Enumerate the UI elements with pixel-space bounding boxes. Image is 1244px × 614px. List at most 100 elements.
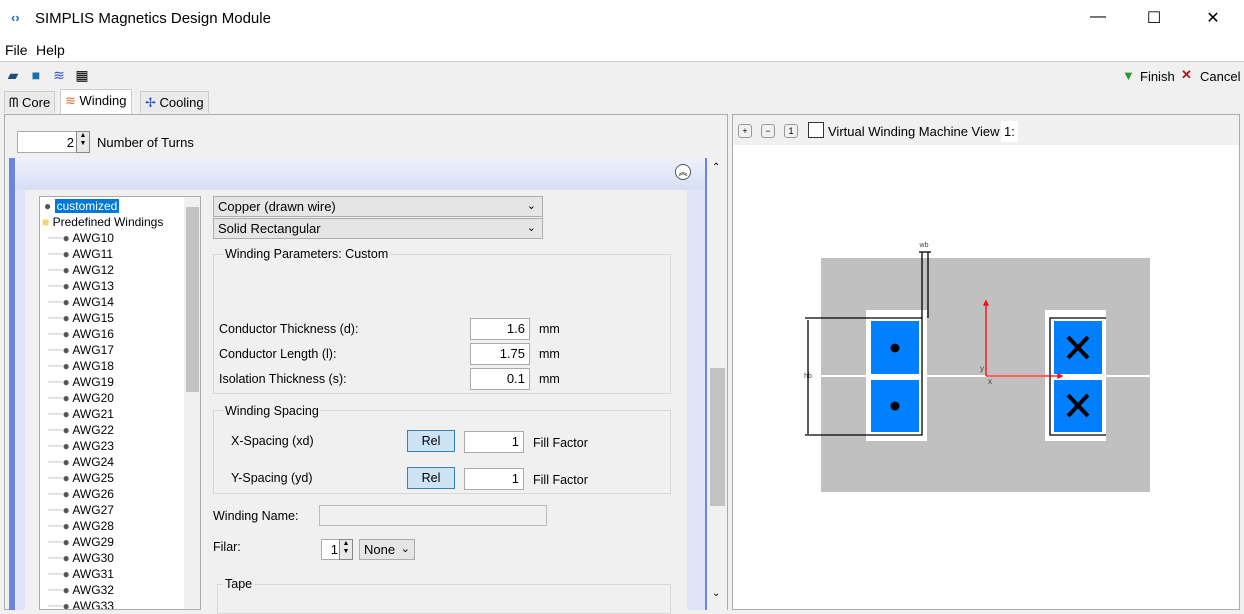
tab-core[interactable]: ᗰ Core — [4, 91, 56, 113]
turns-spinner[interactable]: ▲ ▼ — [76, 131, 90, 153]
hb-label: hb — [804, 373, 812, 380]
section-scroll-thumb[interactable] — [710, 368, 725, 506]
tree-item-awg11[interactable]: ┈┈● AWG11 — [48, 247, 114, 261]
finish-icon: ▼ — [1122, 68, 1135, 83]
leaf-icon: ● — [62, 535, 70, 549]
leaf-icon: ● — [62, 279, 70, 293]
spacing-input[interactable]: 1 — [464, 431, 524, 453]
finish-button[interactable]: Finish — [1140, 69, 1175, 84]
param-input[interactable]: 0.1 — [470, 368, 530, 390]
winding-name-label: Winding Name: — [213, 509, 299, 523]
tree-folder-predefined[interactable]: ■ Predefined Windings — [42, 215, 164, 229]
tree-item-awg32[interactable]: ┈┈● AWG32 — [48, 583, 114, 597]
leaf-icon: ● — [62, 295, 70, 309]
close-button[interactable]: ✕ — [1206, 10, 1220, 27]
window-title: SIMPLIS Magnetics Design Module — [35, 10, 271, 27]
zoom-reset-icon[interactable]: 1 — [784, 124, 798, 138]
stack-icon[interactable]: ≋ — [53, 67, 65, 83]
tree-item-awg33[interactable]: ┈┈● AWG33 — [48, 599, 114, 609]
winding-name-input[interactable] — [319, 505, 547, 526]
minimize-button[interactable]: — — [1090, 8, 1106, 25]
leaf-icon: ● — [62, 263, 70, 277]
virtual-view-label: Virtual Winding Machine View — [828, 124, 1000, 139]
zoom-level: 1: — [1001, 121, 1018, 142]
param-unit: mm — [539, 347, 560, 361]
leaf-icon: ● — [62, 407, 70, 421]
y-axis-label: y — [980, 364, 984, 373]
tree-item-awg14[interactable]: ┈┈● AWG14 — [48, 295, 114, 309]
leaf-icon: ● — [62, 503, 70, 517]
tree-item-awg24[interactable]: ┈┈● AWG24 — [48, 455, 114, 469]
winding-canvas: wb hb y x — [733, 145, 1239, 609]
leaf-icon: ● — [62, 247, 70, 261]
save-icon[interactable]: ■ — [31, 67, 41, 83]
winding-panel: 2 ▲ ▼ Number of Turns ︽ ● customized ■ Pr… — [4, 114, 728, 614]
spacing-title: Winding Spacing — [223, 404, 321, 418]
param-input[interactable]: 1.6 — [470, 318, 530, 340]
filar-input[interactable]: 1 — [321, 539, 341, 560]
tree-item-awg23[interactable]: ┈┈● AWG23 — [48, 439, 114, 453]
tree-item-awg16[interactable]: ┈┈● AWG16 — [48, 327, 114, 341]
leaf-icon: ● — [62, 519, 70, 533]
relative-toggle-button[interactable]: Rel — [407, 467, 455, 489]
tree-item-awg12[interactable]: ┈┈● AWG12 — [48, 263, 114, 277]
turns-input[interactable]: 2 — [17, 131, 77, 153]
open-icon[interactable]: ▰ — [7, 67, 19, 83]
maximize-button[interactable]: ☐ — [1146, 10, 1162, 27]
tree-item-awg31[interactable]: ┈┈● AWG31 — [48, 567, 114, 581]
tree-item-awg22[interactable]: ┈┈● AWG22 — [48, 423, 114, 437]
menu-file[interactable]: File — [5, 42, 28, 58]
tab-cooling[interactable]: ✢ Cooling — [140, 91, 209, 113]
leaf-icon: ● — [62, 375, 70, 389]
param-label: Conductor Length (l): — [219, 347, 337, 361]
filar-spinner[interactable]: ▲ ▼ — [339, 539, 353, 560]
tree-item-awg15[interactable]: ┈┈● AWG15 — [48, 311, 114, 325]
collapse-icon[interactable]: ︽ — [675, 164, 691, 180]
scroll-up-icon[interactable]: ⌃ — [712, 162, 721, 173]
tree-item-awg28[interactable]: ┈┈● AWG28 — [48, 519, 114, 533]
tree-item-awg20[interactable]: ┈┈● AWG20 — [48, 391, 114, 405]
title-bar: ‹› SIMPLIS Magnetics Design Module — ☐ ✕ — [0, 0, 1244, 38]
section-scrollbar[interactable]: ⌃ ⌄ — [707, 158, 727, 610]
params-title: Winding Parameters: Custom — [223, 247, 391, 261]
filar-mode-select[interactable]: None ⌄ — [359, 539, 415, 560]
core-icon: ᗰ — [9, 95, 19, 110]
tree-scrollbar[interactable] — [184, 197, 200, 609]
tree-item-awg25[interactable]: ┈┈● AWG25 — [48, 471, 114, 485]
table-icon[interactable]: ▦ — [75, 67, 89, 83]
leaf-icon: ● — [62, 551, 70, 565]
tree-item-awg27[interactable]: ┈┈● AWG27 — [48, 503, 114, 517]
tree-item-awg21[interactable]: ┈┈● AWG21 — [48, 407, 114, 421]
cancel-icon: ✕ — [1181, 67, 1192, 82]
material-select[interactable]: Copper (drawn wire) ⌄ — [213, 196, 543, 217]
tree-item-awg17[interactable]: ┈┈● AWG17 — [48, 343, 114, 357]
shape-select[interactable]: Solid Rectangular ⌄ — [213, 218, 543, 239]
leaf-icon: ● — [62, 583, 70, 597]
tab-winding[interactable]: ≋ Winding — [60, 89, 132, 114]
param-label: Isolation Thickness (s): — [219, 372, 347, 386]
tree-item-awg30[interactable]: ┈┈● AWG30 — [48, 551, 114, 565]
leaf-icon: ● — [62, 487, 70, 501]
tree-item-awg10[interactable]: ┈┈● AWG10 — [48, 231, 114, 245]
tree-item-awg19[interactable]: ┈┈● AWG19 — [48, 375, 114, 389]
tree-item-awg18[interactable]: ┈┈● AWG18 — [48, 359, 114, 373]
tree-item-awg13[interactable]: ┈┈● AWG13 — [48, 279, 114, 293]
tree-item-awg26[interactable]: ┈┈● AWG26 — [48, 487, 114, 501]
tree-scroll-thumb[interactable] — [186, 207, 199, 392]
tree-item-customized[interactable]: ● customized — [44, 199, 120, 213]
spacing-label: Y-Spacing (yd) — [231, 471, 313, 485]
scroll-down-icon[interactable]: ⌄ — [712, 588, 721, 599]
zoom-out-icon[interactable]: − — [761, 124, 775, 138]
zoom-in-icon[interactable]: + — [738, 124, 752, 138]
virtual-view-checkbox[interactable] — [808, 122, 824, 138]
cancel-button[interactable]: Cancel — [1200, 69, 1241, 84]
section-body: ● customized ■ Predefined Windings ┈┈● A… — [25, 190, 687, 614]
param-input[interactable]: 1.75 — [470, 343, 530, 365]
leaf-icon: ● — [62, 471, 70, 485]
tape-group — [217, 584, 671, 614]
tree-item-awg29[interactable]: ┈┈● AWG29 — [48, 535, 114, 549]
relative-toggle-button[interactable]: Rel — [407, 430, 455, 452]
menu-help[interactable]: Help — [36, 42, 65, 58]
leaf-icon: ● — [62, 423, 70, 437]
spacing-input[interactable]: 1 — [464, 468, 524, 490]
